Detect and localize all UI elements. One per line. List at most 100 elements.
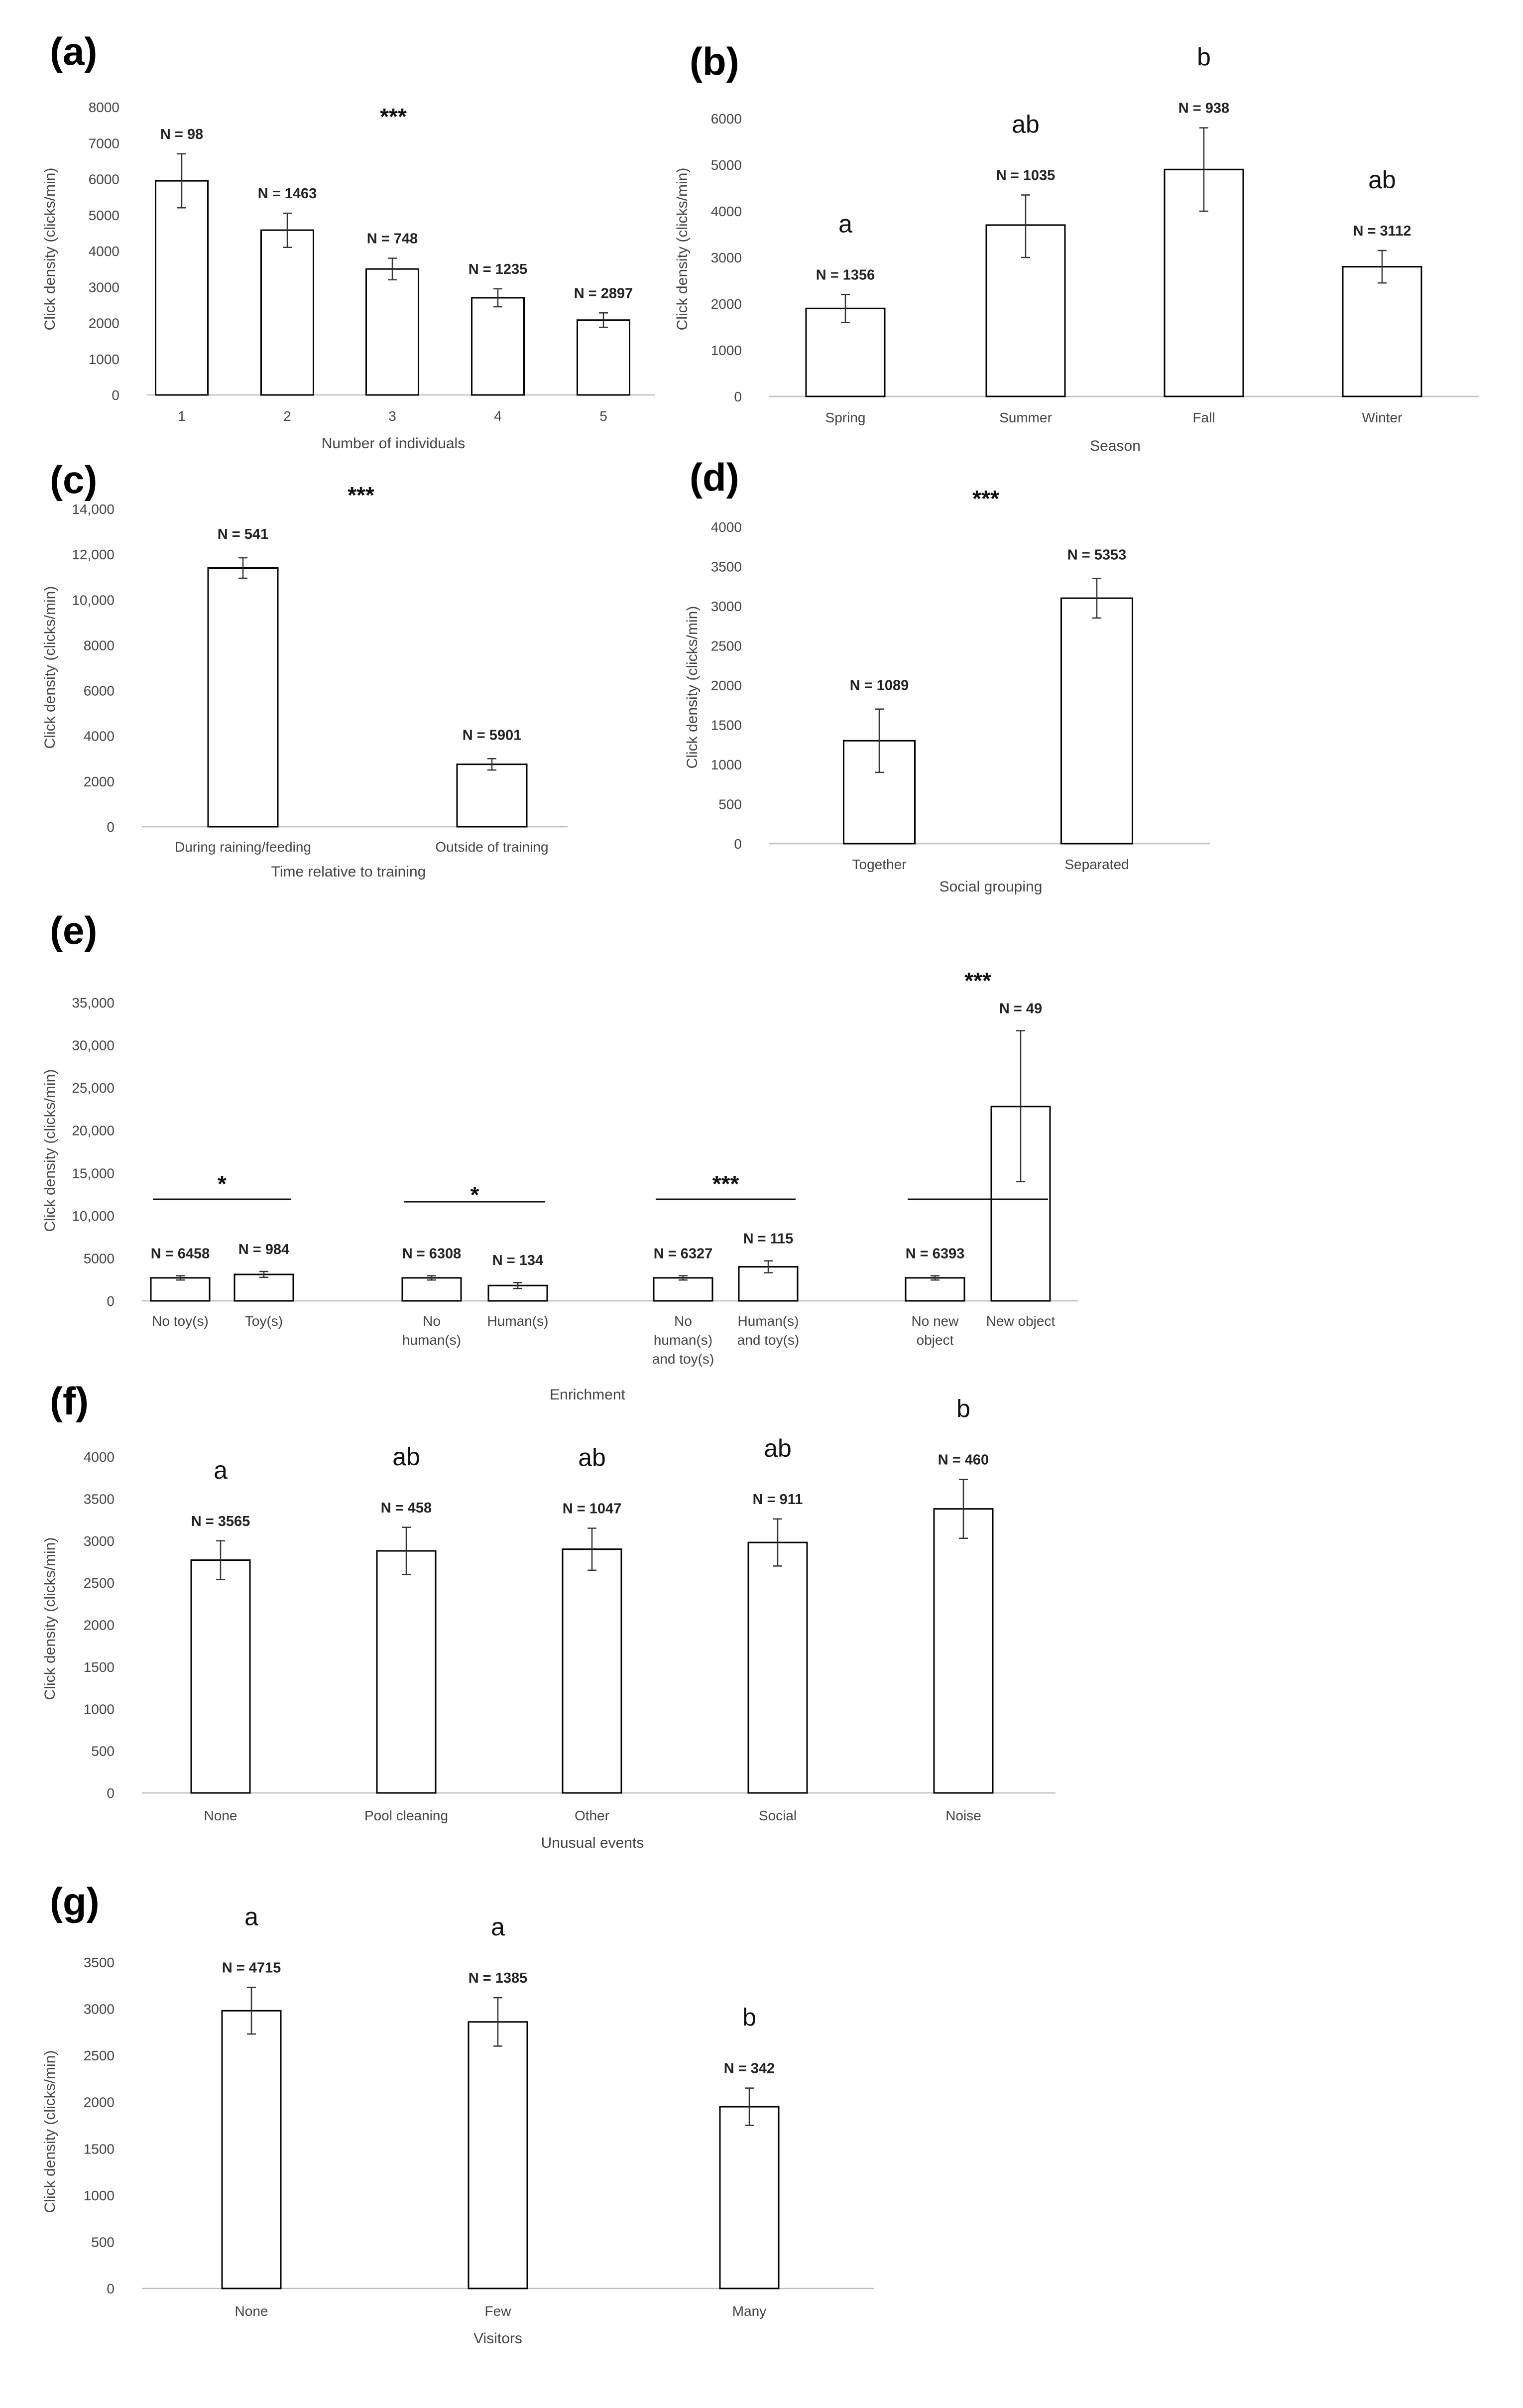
x-tick-label: Noise (945, 1808, 981, 1823)
significance-letter: a (244, 1903, 258, 1931)
chart-panel-e: (e) 0 5000 10,000 15,000 20,000 25,000 30,000 35… (42, 908, 1078, 1403)
significance-letter: b (956, 1395, 970, 1423)
n-label: N = 1089 (850, 678, 909, 694)
y-axis-title: Click density (clicks/min) (42, 586, 58, 749)
y-tick-label: 1000 (84, 2188, 115, 2203)
x-tick-label: Human(s) and toy(s) (737, 1313, 800, 1348)
n-label: N = 3112 (1353, 223, 1411, 239)
bar (150, 1277, 211, 1302)
y-tick-label: 4000 (84, 1449, 115, 1465)
chart-panel-a: (a) 0 1000 2000 3000 4000 5000 6000 7000 8000 Clic… (42, 29, 655, 452)
y-tick-label: 15,000 (72, 1165, 115, 1181)
x-axis-title: Enrichment (550, 1387, 625, 1403)
bar (905, 1277, 965, 1302)
bar (562, 1548, 622, 1794)
y-axis-title: Click density (clicks/min) (684, 606, 701, 769)
bar (456, 763, 528, 828)
y-tick-label: 6000 (84, 683, 115, 699)
y-tick-label: 2500 (711, 638, 742, 654)
n-label: N = 98 (160, 127, 203, 142)
y-tick-label: 500 (91, 2234, 115, 2250)
y-tick-label: 14,000 (72, 502, 115, 517)
y-tick-label: 2000 (711, 678, 742, 693)
n-label: N = 342 (724, 2061, 775, 2077)
x-tick-label: Toy(s) (245, 1313, 283, 1329)
n-label: N = 3565 (191, 1514, 250, 1529)
y-tick-label: 0 (107, 2281, 115, 2296)
y-tick-label: 10,000 (72, 1208, 115, 1224)
y-tick-label: 3000 (84, 2002, 115, 2017)
n-label: N = 1356 (816, 267, 875, 283)
x-tick-label: Social (759, 1808, 797, 1823)
n-label: N = 4715 (222, 1960, 281, 1976)
significance-letter: ab (392, 1443, 420, 1471)
bar (155, 180, 209, 396)
y-tick-label: 1000 (84, 1701, 115, 1717)
significance-letter: a (214, 1456, 228, 1484)
y-tick-label: 6000 (711, 111, 742, 127)
panel-label: (f) (50, 1379, 89, 1423)
x-axis-title: Season (1090, 438, 1141, 454)
y-tick-label: 8000 (84, 637, 115, 653)
y-tick-label: 3500 (711, 559, 742, 575)
n-label: N = 458 (381, 1500, 432, 1516)
n-label: N = 1035 (996, 167, 1055, 183)
y-tick-label: 8000 (89, 100, 119, 115)
y-tick-label: 3000 (89, 279, 119, 295)
y-tick-label: 3500 (84, 1955, 115, 1970)
x-tick-label: Fall (1192, 410, 1215, 425)
y-tick-label: 0 (112, 387, 119, 403)
y-tick-label: 3000 (84, 1533, 115, 1549)
x-axis-title: Social grouping (939, 879, 1043, 895)
n-label: N = 6327 (654, 1246, 713, 1262)
bar (190, 1559, 251, 1794)
x-tick-label: 4 (494, 408, 502, 424)
y-tick-label: 3000 (711, 599, 742, 614)
n-label: N = 748 (367, 231, 418, 247)
bar (577, 319, 630, 396)
chart-panel-b: (b) 0 1000 2000 3000 4000 5000 6000 Click densit… (674, 39, 1479, 454)
significance-letter: ab (578, 1443, 606, 1471)
x-tick-label: Spring (825, 410, 866, 425)
x-tick-label: No human(s) (402, 1313, 461, 1348)
bar (805, 307, 886, 397)
n-label: N = 2897 (574, 285, 633, 301)
significance-letter: ab (1012, 110, 1040, 138)
x-axis-title: Number of individuals (322, 435, 465, 452)
y-tick-label: 12,000 (72, 547, 115, 562)
significance-letter: b (742, 2004, 756, 2031)
significance-letter: b (1197, 43, 1211, 71)
bar (376, 1550, 437, 1794)
chart-panel-c: (c) 0 2000 4000 6000 8000 10,000 12,000 14,000 Cl… (42, 458, 568, 880)
n-label: N = 6393 (906, 1246, 965, 1262)
y-tick-label: 2000 (84, 2095, 115, 2110)
y-tick-label: 5000 (84, 1251, 115, 1266)
x-tick-label: Outside of training (435, 839, 548, 855)
n-label: N = 5901 (463, 727, 522, 743)
y-tick-label: 1000 (711, 343, 742, 358)
x-tick-label: 1 (178, 408, 186, 424)
bar (471, 297, 525, 396)
y-tick-label: 1500 (711, 718, 742, 733)
n-label: N = 134 (492, 1253, 543, 1268)
y-tick-label: 20,000 (72, 1123, 115, 1139)
n-label: N = 1385 (469, 1970, 528, 1986)
x-tick-label: None (235, 2303, 268, 2319)
y-tick-label: 2000 (89, 316, 119, 331)
panel-label: (d) (690, 455, 739, 499)
bar (1342, 266, 1422, 397)
y-tick-label: 0 (734, 389, 742, 404)
y-tick-label: 5000 (89, 208, 119, 223)
x-tick-label: 3 (388, 408, 396, 424)
n-label: N = 6458 (151, 1246, 210, 1262)
x-tick-label: 2 (283, 408, 291, 424)
panel-label: (g) (50, 1880, 100, 1923)
y-axis-title: Click density (clicks/min) (42, 1537, 58, 1700)
x-tick-label: Pool cleaning (364, 1808, 448, 1823)
n-label: N = 1235 (469, 261, 528, 277)
y-tick-label: 4000 (84, 729, 115, 744)
x-axis-title: Time relative to training (271, 864, 426, 880)
n-label: N = 460 (938, 1452, 989, 1468)
n-label: N = 541 (218, 526, 268, 542)
